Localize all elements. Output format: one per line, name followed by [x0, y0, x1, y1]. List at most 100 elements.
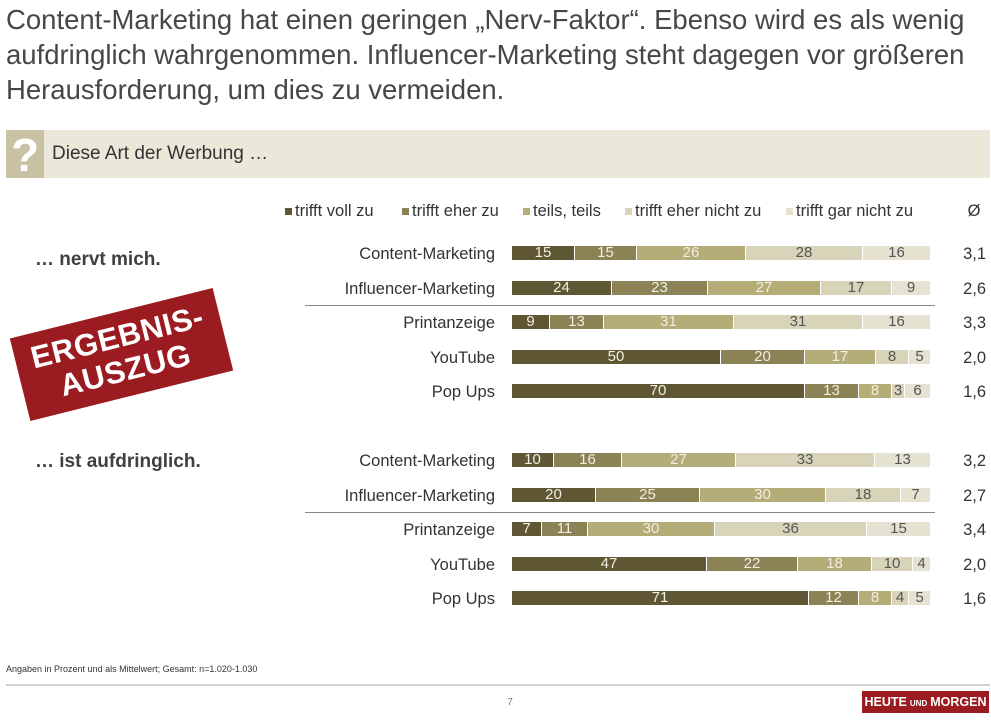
slide-title: Content-Marketing hat einen geringen „Ne… — [6, 4, 965, 105]
bar-value-label: 30 — [642, 520, 660, 538]
stacked-bar: 10 16 27 33 13 — [512, 451, 930, 468]
group-label: … ist aufdringlich. — [35, 451, 201, 472]
brand-logo: HEUTE UND MORGEN — [862, 691, 989, 713]
bar-segment: 10 — [872, 556, 913, 571]
bar-value-label: 9 — [906, 278, 916, 296]
bar-value-label: 17 — [831, 347, 849, 365]
row-divider — [305, 305, 935, 306]
mean-value: 2,7 — [963, 486, 986, 505]
bar-segment: 13 — [550, 314, 604, 330]
legend-swatch — [402, 208, 409, 215]
bar-value-label: 16 — [888, 313, 905, 331]
bar-value-label: 10 — [883, 554, 901, 572]
bar-segment: 16 — [554, 452, 622, 467]
legend-label: trifft eher nicht zu — [635, 202, 762, 220]
stacked-bar: 7 11 30 36 15 — [512, 520, 930, 538]
bar-segment: 15 — [575, 245, 637, 260]
bar-value-label: 25 — [639, 485, 656, 503]
bar-value-label: 7 — [911, 485, 920, 503]
bar-value-label: 24 — [553, 278, 570, 296]
bar-value-label: 33 — [796, 451, 814, 468]
bar-segment: 30 — [700, 487, 826, 502]
bar-value-label: 6 — [913, 382, 922, 400]
bar-value-label: 5 — [915, 589, 924, 607]
bar-value-label: 30 — [754, 485, 771, 503]
bar-value-label: 20 — [754, 347, 771, 365]
mean-value: 2,6 — [963, 279, 986, 298]
bar-segment: 70 — [512, 383, 805, 399]
stacked-bar: 71 12 8 4 5 — [512, 590, 930, 606]
bar-value-label: 9 — [526, 313, 535, 331]
bar-segment: 31 — [604, 314, 734, 330]
bar-segment: 24 — [512, 280, 612, 295]
mean-value: 3,4 — [963, 521, 986, 540]
legend-label: trifft gar nicht zu — [796, 202, 914, 220]
bar-segment: 13 — [805, 383, 859, 399]
bar-segment: 10 — [512, 452, 554, 467]
bar-value-label: 8 — [870, 589, 880, 607]
bar-value-label: 17 — [847, 278, 865, 296]
legend-label: trifft eher zu — [412, 202, 499, 220]
stacked-bar: 70 13 8 3 6 — [512, 383, 930, 399]
category-label: Influencer-Marketing — [344, 279, 495, 298]
bar-value-label: 13 — [568, 313, 585, 331]
category-label: Pop Ups — [431, 590, 495, 609]
bar-value-label: 70 — [649, 382, 667, 400]
bar-value-label: 27 — [755, 278, 773, 296]
bar-segment: 22 — [707, 556, 798, 571]
bar-value-label: 10 — [524, 451, 541, 468]
stacked-bar: 9 13 31 31 16 — [512, 314, 930, 330]
stacked-bar: 24 23 27 17 9 — [512, 280, 930, 295]
category-label: YouTube — [430, 348, 495, 367]
bar-segment: 8 — [859, 590, 892, 606]
bar-value-label: 26 — [682, 244, 700, 261]
bar-segment: 7 — [512, 521, 542, 537]
bar-segment: 8 — [859, 383, 892, 399]
logo-word-1: HEUTE — [864, 695, 907, 709]
bar-segment: 17 — [821, 280, 892, 295]
bar-value-label: 31 — [660, 313, 677, 331]
mean-value: 3,1 — [963, 245, 986, 263]
legend-swatch — [285, 208, 292, 215]
bar-value-label: 28 — [795, 244, 813, 261]
bar-value-label: 13 — [823, 382, 840, 400]
bar-value-label: 13 — [894, 451, 911, 468]
stacked-bar: 20 25 30 18 7 — [512, 485, 930, 503]
logo-word-3: MORGEN — [930, 695, 987, 709]
mean-value: 1,6 — [963, 383, 986, 402]
bar-segment: 17 — [805, 349, 876, 364]
group-label: … nervt mich. — [35, 249, 161, 270]
bar-segment: 15 — [512, 245, 575, 260]
category-label: Content-Marketing — [359, 245, 495, 263]
bar-segment: 20 — [512, 487, 596, 502]
bar-value-label: 20 — [545, 485, 562, 503]
bar-segment: 36 — [715, 521, 867, 537]
bar-segment: 27 — [622, 452, 736, 467]
bar-value-label: 23 — [651, 278, 668, 296]
bar-segment: 23 — [612, 280, 708, 295]
bar-value-label: 4 — [917, 554, 926, 572]
bar-value-label: 11 — [556, 520, 573, 538]
bar-segment: 13 — [875, 452, 930, 467]
legend-swatch — [625, 208, 632, 215]
category-label: Printanzeige — [403, 314, 495, 333]
bar-segment: 7 — [901, 487, 930, 502]
bar-value-label: 8 — [870, 382, 880, 400]
bar-segment: 47 — [512, 556, 707, 571]
bar-segment: 27 — [708, 280, 821, 295]
bar-segment: 18 — [826, 487, 901, 502]
bar-segment: 31 — [734, 314, 863, 330]
bar-segment: 4 — [892, 590, 909, 606]
bar-segment: 26 — [637, 245, 746, 260]
bar-segment: 16 — [863, 314, 930, 330]
footer-divider — [6, 684, 990, 686]
bar-segment: 71 — [512, 590, 809, 606]
bar-value-label: 8 — [887, 347, 897, 365]
legend-label: trifft voll zu — [295, 202, 374, 220]
bar-value-label: 47 — [600, 554, 618, 572]
legend-swatch — [523, 208, 530, 215]
bar-segment: 9 — [892, 280, 930, 295]
bar-value-label: 18 — [826, 554, 843, 572]
bar-segment: 4 — [913, 556, 930, 571]
